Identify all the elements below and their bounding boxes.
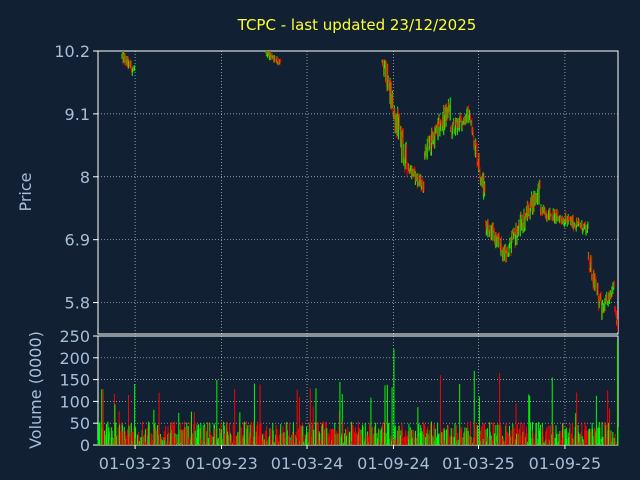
price-tick-label: 8	[80, 168, 90, 187]
price-tick-label: 6.9	[65, 231, 90, 250]
date-tick-label: 01-09-24	[357, 454, 430, 473]
chart-title: TCPC - last updated 23/12/2025	[237, 16, 477, 34]
date-tick-label: 01-03-23	[99, 454, 172, 473]
date-tick-label: 01-09-23	[185, 454, 258, 473]
price-plot-frame	[97, 50, 619, 335]
price-tick-label: 5.8	[65, 294, 90, 313]
price-panel: 10.2 9.1 8 6.9 5.8	[54, 42, 619, 335]
price-tick-label: 9.1	[65, 105, 90, 124]
price-tick-label: 10.2	[54, 42, 90, 61]
date-tick-label: 01-09-25	[529, 454, 602, 473]
date-tick-label: 01-03-25	[442, 454, 515, 473]
price-axis-label: Price	[16, 172, 35, 211]
volume-tick-label: 150	[59, 371, 90, 390]
volume-tick-label: 250	[59, 327, 90, 346]
price-candles	[121, 51, 618, 333]
volume-tick-label: 0	[80, 436, 90, 455]
volume-tick-label: 200	[59, 349, 90, 368]
volume-tick-label: 100	[59, 392, 90, 411]
volume-panel: 250 200 150 100 50 0	[59, 327, 619, 455]
volume-axis-label: Volume (0000)	[26, 331, 45, 449]
volume-bars	[97, 340, 619, 445]
volume-tick-label: 50	[70, 414, 90, 433]
date-tick-label: 01-03-24	[271, 454, 344, 473]
date-axis: 01-03-23 01-09-23 01-03-24 01-09-24 01-03-25…	[99, 445, 601, 473]
